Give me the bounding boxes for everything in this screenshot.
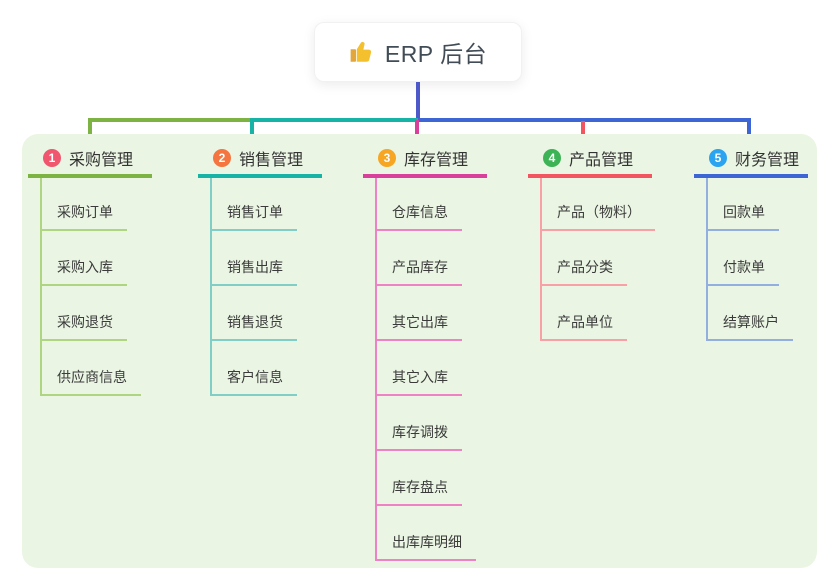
branch-node[interactable]: 1 采购管理	[28, 134, 152, 178]
branch-node[interactable]: 4 产品管理	[528, 134, 652, 178]
child-node[interactable]: 出库库明细	[377, 506, 476, 561]
child-node[interactable]: 产品单位	[542, 286, 627, 341]
group-panel	[22, 134, 817, 568]
root-connector-line	[416, 82, 420, 122]
drop-line-finance	[747, 118, 751, 142]
branch-node[interactable]: 3 库存管理	[363, 134, 487, 178]
branch-column: 2 销售管理 销售订单 销售出库 销售退货 客户信息	[198, 134, 322, 396]
child-node[interactable]: 销售退货	[212, 286, 297, 341]
child-node[interactable]: 销售订单	[212, 178, 297, 231]
child-node[interactable]: 付款单	[708, 231, 779, 286]
child-node[interactable]: 采购入库	[42, 231, 127, 286]
branch-title: 产品管理	[569, 152, 634, 169]
branch-children: 回款单 付款单 结算账户	[706, 178, 793, 341]
branch-node[interactable]: 5 财务管理	[694, 134, 808, 178]
child-node[interactable]: 产品分类	[542, 231, 627, 286]
child-node[interactable]: 采购订单	[42, 178, 127, 231]
child-node[interactable]: 仓库信息	[377, 178, 462, 231]
root-node[interactable]: ERP 后台	[314, 22, 522, 82]
branch-title: 销售管理	[239, 152, 304, 169]
drop-line-sales	[250, 118, 254, 145]
branch-number-badge: 1	[43, 149, 61, 167]
child-node[interactable]: 采购退货	[42, 286, 127, 341]
child-node[interactable]: 其它入库	[377, 341, 462, 396]
child-node[interactable]: 回款单	[708, 178, 779, 231]
branch-column: 3 库存管理 仓库信息 产品库存 其它出库 其它入库 库存调拨 库存盘点 出库库明细	[363, 134, 487, 561]
branch-number-badge: 4	[543, 149, 561, 167]
branch-children: 仓库信息 产品库存 其它出库 其它入库 库存调拨 库存盘点 出库库明细	[375, 178, 476, 561]
child-node[interactable]: 销售出库	[212, 231, 297, 286]
child-node[interactable]: 供应商信息	[42, 341, 141, 396]
branch-column: 4 产品管理 产品（物料） 产品分类 产品单位	[528, 134, 655, 341]
child-node[interactable]: 客户信息	[212, 341, 297, 396]
branch-number-badge: 5	[709, 149, 727, 167]
branch-title: 采购管理	[69, 152, 134, 169]
branch-title: 库存管理	[404, 152, 469, 169]
drop-line-purchase	[88, 118, 92, 145]
bus-line-purchase	[88, 118, 254, 122]
thumbs-up-icon	[350, 41, 372, 62]
branch-number-badge: 2	[213, 149, 231, 167]
branch-title: 财务管理	[735, 152, 800, 169]
child-node[interactable]: 结算账户	[708, 286, 793, 341]
bus-line-finance	[418, 118, 750, 122]
child-node[interactable]: 库存盘点	[377, 451, 462, 506]
child-node[interactable]: 其它出库	[377, 286, 462, 341]
branch-column: 5 财务管理 回款单 付款单 结算账户	[694, 134, 808, 341]
child-node[interactable]: 产品（物料）	[542, 178, 655, 231]
branch-children: 采购订单 采购入库 采购退货 供应商信息	[40, 178, 141, 396]
root-title: ERP 后台	[384, 41, 488, 67]
child-node[interactable]: 库存调拨	[377, 396, 462, 451]
bus-line-sales	[252, 118, 418, 122]
branch-children: 产品（物料） 产品分类 产品单位	[540, 178, 655, 341]
branch-node[interactable]: 2 销售管理	[198, 134, 322, 178]
branches: 1 采购管理 采购订单 采购入库 采购退货 供应商信息 2 销售管理 销售订单 销售出库…	[22, 134, 817, 568]
drop-line-product	[581, 121, 585, 145]
branch-number-badge: 3	[378, 149, 396, 167]
branch-column: 1 采购管理 采购订单 采购入库 采购退货 供应商信息	[28, 134, 152, 396]
child-node[interactable]: 产品库存	[377, 231, 462, 286]
branch-children: 销售订单 销售出库 销售退货 客户信息	[210, 178, 297, 396]
